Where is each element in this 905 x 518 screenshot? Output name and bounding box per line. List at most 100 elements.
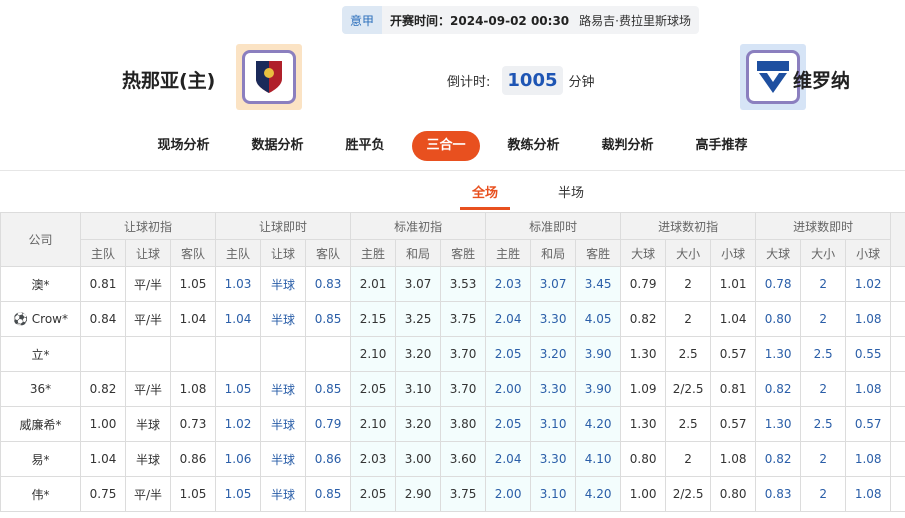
extra-cell <box>890 266 905 302</box>
company-cell[interactable]: 立* <box>0 336 81 372</box>
company-name: 威廉希* <box>19 417 62 432</box>
company-cell[interactable]: 威廉希* <box>0 406 81 442</box>
odds-cell: 0.79 <box>305 406 352 442</box>
company-cell[interactable]: 36* <box>0 371 81 407</box>
nav-tab[interactable]: 胜平负 <box>345 138 385 153</box>
odds-cell: 2 <box>665 266 712 302</box>
sub-header: 让球 <box>125 239 171 267</box>
sub-header: 主队 <box>80 239 126 267</box>
sub-header: 客队 <box>305 239 352 267</box>
company-name: 36* <box>29 382 52 396</box>
company-cell[interactable]: ⚽ Crow* <box>0 301 81 337</box>
odds-cell: 3.00 <box>395 441 442 477</box>
odds-cell: 3.60 <box>440 441 487 477</box>
odds-cell: 2 <box>800 266 847 302</box>
group-header: 让球即时 <box>215 212 352 240</box>
nav-tab[interactable]: 裁判分析 <box>601 138 654 153</box>
sub-header: 和局 <box>530 239 577 267</box>
odds-cell: 0.83 <box>755 476 802 512</box>
away-team-name[interactable]: 维罗纳 <box>793 70 851 92</box>
odds-cell: 2.10 <box>350 406 397 442</box>
odds-cell: 3.10 <box>395 371 442 407</box>
nav-tab[interactable]: 教练分析 <box>507 138 560 153</box>
odds-cell <box>80 336 126 372</box>
nav-tab[interactable]: 高手推荐 <box>695 138 748 153</box>
analysis-nav: 现场分析 数据分析 胜平负 三合一 教练分析 裁判分析 高手推荐 <box>0 131 905 163</box>
odds-cell: 1.08 <box>710 441 757 477</box>
group-header: 标准初指 <box>350 212 487 240</box>
league-badge[interactable]: 意甲 <box>342 6 383 34</box>
odds-cell: 2 <box>800 441 847 477</box>
odds-cell: 3.20 <box>395 336 442 372</box>
odds-cell: 1.05 <box>169 476 217 512</box>
odds-cell: 1.09 <box>620 371 667 407</box>
odds-cell: 3.30 <box>530 441 577 477</box>
odds-cell: 0.79 <box>620 266 667 302</box>
home-team-name[interactable]: 热那亚(主) <box>122 70 216 92</box>
group-header: 标准即时 <box>485 212 622 240</box>
sub-header: 大小 <box>665 239 712 267</box>
odds-cell: 2.05 <box>485 406 532 442</box>
nav-tab[interactable]: 数据分析 <box>251 138 304 153</box>
odds-cell: 半球 <box>260 301 307 337</box>
odds-cell: 3.07 <box>530 266 577 302</box>
odds-cell: 0.80 <box>710 476 757 512</box>
odds-cell: 半球 <box>260 476 307 512</box>
odds-cell: 0.81 <box>80 266 126 302</box>
odds-cell: 1.05 <box>215 371 262 407</box>
nav-tab[interactable]: 现场分析 <box>157 138 210 153</box>
venue: 路易吉·费拉里斯球场 <box>579 13 691 28</box>
odds-cell: 1.02 <box>215 406 262 442</box>
sub-header: 大球 <box>755 239 802 267</box>
extra-cell <box>890 371 905 407</box>
odds-cell: 0.57 <box>710 336 757 372</box>
odds-cell: 3.53 <box>440 266 487 302</box>
company-header: 公司 <box>0 212 81 267</box>
odds-cell: 3.20 <box>530 336 577 372</box>
odds-cell: 2.04 <box>485 301 532 337</box>
odds-cell: 0.55 <box>845 336 892 372</box>
nav-tab[interactable]: 三合一 <box>412 131 480 161</box>
odds-cell: 3.25 <box>395 301 442 337</box>
company-cell[interactable]: 伟* <box>0 476 81 512</box>
odds-cell: 1.02 <box>845 266 892 302</box>
odds-cell: 2.05 <box>485 336 532 372</box>
away-team-logo[interactable] <box>740 44 806 110</box>
countdown: 倒计时: 1005 分钟 <box>447 66 595 95</box>
odds-cell: 2/2.5 <box>665 476 712 512</box>
company-name: 易* <box>31 452 50 467</box>
company-cell[interactable]: 澳* <box>0 266 81 302</box>
odds-cell: 1.30 <box>620 336 667 372</box>
extra-cell <box>890 406 905 442</box>
tab-full-time[interactable]: 全场 <box>460 182 510 210</box>
odds-cell: 2.5 <box>800 336 847 372</box>
countdown-unit: 分钟 <box>568 75 595 90</box>
extra-column <box>890 212 905 267</box>
odds-cell: 半球 <box>260 441 307 477</box>
countdown-label: 倒计时: <box>447 75 491 90</box>
odds-cell: 3.30 <box>530 301 577 337</box>
odds-cell: 3.10 <box>530 406 577 442</box>
odds-cell: 0.86 <box>305 441 352 477</box>
odds-cell: 1.08 <box>845 476 892 512</box>
odds-cell: 2.5 <box>800 406 847 442</box>
odds-cell <box>260 336 307 372</box>
odds-cell: 0.82 <box>755 371 802 407</box>
odds-table: 公司 让球初指 让球即时 标准初指 标准即时 进球数初指 进球数即时 主队 让球 客队 主队 让球 客队… <box>0 212 905 512</box>
odds-cell: 1.00 <box>620 476 667 512</box>
odds-cell: 2.10 <box>350 336 397 372</box>
odds-cell: 3.20 <box>395 406 442 442</box>
odds-cell: 平/半 <box>125 266 171 302</box>
group-header: 进球数即时 <box>755 212 892 240</box>
odds-cell: 1.01 <box>710 266 757 302</box>
odds-cell: 1.08 <box>845 441 892 477</box>
odds-cell: 1.08 <box>845 371 892 407</box>
group-header: 让球初指 <box>79 212 217 240</box>
company-cell[interactable]: 易* <box>0 441 81 477</box>
odds-cell: 0.82 <box>80 371 126 407</box>
odds-cell: 2/2.5 <box>665 371 712 407</box>
odds-cell: 半球 <box>125 406 171 442</box>
tab-half-time[interactable]: 半场 <box>557 186 584 201</box>
home-team-logo[interactable] <box>236 44 302 110</box>
period-tabs: 全场 半场 <box>460 182 632 210</box>
